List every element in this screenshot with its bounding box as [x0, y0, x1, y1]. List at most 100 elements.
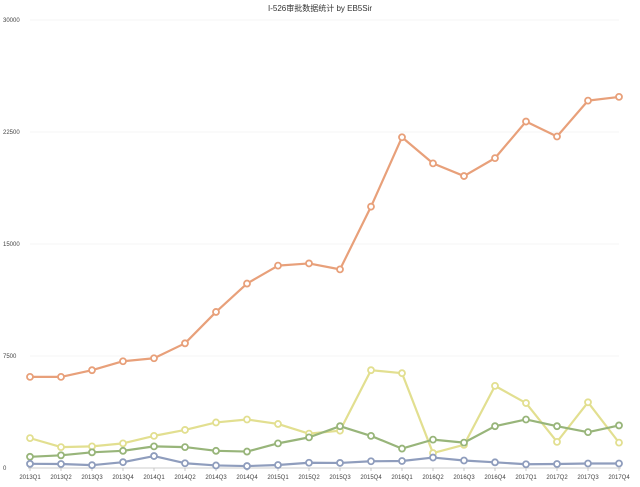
data-point — [274, 461, 282, 469]
x-tick-label: 2013Q3 — [81, 475, 103, 481]
data-point — [398, 457, 406, 465]
data-point — [212, 418, 220, 427]
data-point — [88, 461, 96, 470]
data-point — [584, 398, 592, 407]
data-point — [584, 459, 592, 468]
data-point — [150, 431, 158, 440]
data-point — [119, 446, 127, 455]
data-point — [491, 381, 499, 390]
chart-title: I-526审批数据统计 by EB5Sir — [268, 3, 372, 13]
data-point — [615, 459, 623, 468]
data-point — [336, 265, 344, 274]
x-tick-label: 2015Q3 — [329, 475, 351, 481]
x-tick-label: 2015Q4 — [360, 475, 382, 481]
data-point — [243, 462, 251, 470]
x-tick-label: 2014Q4 — [236, 475, 258, 481]
series-line — [28, 454, 621, 468]
data-point — [150, 354, 158, 363]
series-2 — [26, 415, 623, 461]
data-point — [584, 428, 592, 437]
data-point — [88, 448, 96, 457]
x-tick-label: 2016Q2 — [422, 475, 444, 481]
data-point — [274, 420, 282, 428]
data-point — [491, 422, 499, 431]
data-point — [398, 444, 406, 453]
x-tick-label: 2014Q1 — [143, 475, 165, 481]
y-tick-label: 15000 — [3, 242, 20, 248]
series-3 — [26, 452, 623, 470]
data-point — [429, 435, 437, 444]
data-point — [26, 452, 34, 461]
x-tick-label: 2016Q1 — [391, 475, 413, 481]
data-point — [367, 457, 375, 466]
data-point — [553, 460, 561, 468]
x-tick-label: 2014Q3 — [205, 475, 227, 481]
data-point — [150, 452, 158, 460]
x-tick-label: 2017Q2 — [546, 475, 568, 481]
series-line — [28, 95, 621, 379]
data-point — [367, 431, 375, 440]
data-point — [150, 442, 158, 451]
data-point — [491, 154, 499, 163]
data-point — [460, 456, 468, 465]
data-point — [243, 447, 251, 456]
data-point — [460, 172, 468, 180]
data-point — [615, 93, 623, 101]
x-tick-label: 2017Q3 — [577, 475, 599, 481]
data-point — [553, 422, 561, 431]
data-point — [522, 399, 530, 407]
data-point — [522, 415, 530, 424]
data-point — [584, 96, 592, 105]
data-point — [553, 132, 561, 141]
data-point — [57, 460, 65, 468]
data-point — [26, 434, 34, 443]
data-point — [522, 117, 530, 126]
data-point — [119, 439, 127, 448]
y-tick-label: 0 — [3, 466, 7, 472]
data-point — [57, 373, 65, 381]
data-point — [212, 461, 220, 470]
data-point — [398, 369, 406, 378]
x-tick-label: 2015Q1 — [267, 475, 289, 481]
x-tick-label: 2017Q4 — [608, 475, 630, 481]
data-point — [26, 373, 34, 381]
data-point — [305, 259, 313, 268]
data-point — [212, 308, 220, 316]
data-point — [181, 339, 189, 348]
data-point — [181, 459, 189, 468]
data-point — [522, 460, 530, 469]
data-point — [243, 279, 251, 288]
data-point — [243, 415, 251, 424]
x-tick-label: 2017Q1 — [515, 475, 537, 481]
series-group — [26, 93, 623, 470]
data-point — [119, 357, 127, 366]
data-point — [367, 202, 375, 211]
data-point — [615, 438, 623, 447]
data-point — [460, 438, 468, 447]
series-0 — [26, 93, 623, 381]
data-point — [181, 443, 189, 451]
data-point — [398, 133, 406, 142]
data-point — [212, 446, 220, 455]
data-point — [274, 439, 282, 448]
data-point — [57, 443, 65, 451]
data-point — [119, 458, 127, 467]
y-tick-label: 30000 — [3, 18, 20, 24]
data-point — [553, 437, 561, 446]
series-line — [28, 369, 621, 455]
x-tick-label: 2013Q2 — [50, 475, 72, 481]
x-tick-label: 2015Q2 — [298, 475, 320, 481]
y-tick-label: 22500 — [3, 130, 20, 136]
data-point — [491, 458, 499, 467]
data-point — [336, 422, 344, 431]
x-tick-label: 2014Q2 — [174, 475, 196, 481]
data-point — [181, 426, 189, 434]
data-point — [429, 453, 437, 462]
x-tick-label: 2016Q4 — [484, 475, 506, 481]
series-1 — [26, 366, 623, 457]
data-point — [88, 366, 96, 375]
data-point — [429, 159, 437, 168]
gridlines — [30, 19, 619, 357]
